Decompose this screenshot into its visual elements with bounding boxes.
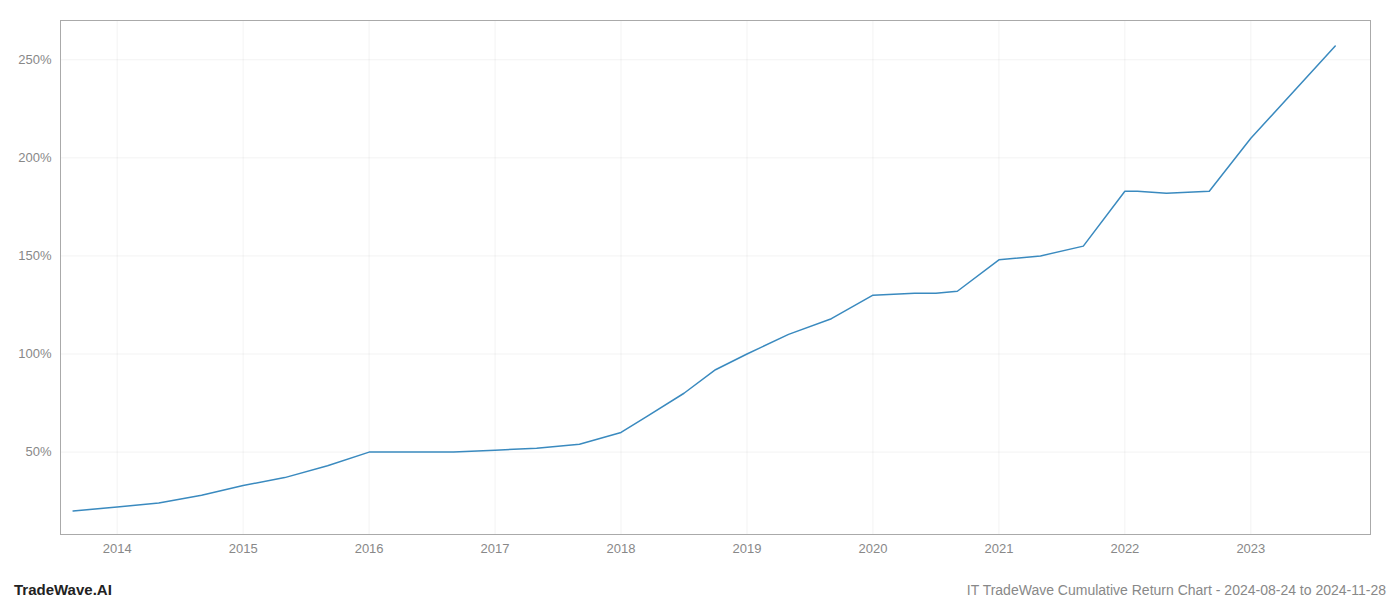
svg-text:2022: 2022 <box>1110 541 1139 556</box>
svg-text:200%: 200% <box>18 150 52 165</box>
svg-text:2016: 2016 <box>355 541 384 556</box>
svg-text:2019: 2019 <box>733 541 762 556</box>
svg-text:2014: 2014 <box>103 541 132 556</box>
svg-text:250%: 250% <box>18 52 52 67</box>
html-text:IT TradeWave Cumulative Return: IT TradeWave Cumulative Return Chart - 2… <box>966 582 1386 598</box>
svg-text:2021: 2021 <box>984 541 1013 556</box>
svg-text:2023: 2023 <box>1236 541 1265 556</box>
svg-text:50%: 50% <box>25 444 51 459</box>
svg-text:2020: 2020 <box>858 541 887 556</box>
svg-text:150%: 150% <box>18 248 52 263</box>
svg-text:2017: 2017 <box>481 541 510 556</box>
html-text:TradeWave.AI: TradeWave.AI <box>14 581 112 598</box>
svg-text:100%: 100% <box>18 346 52 361</box>
svg-text:2018: 2018 <box>607 541 636 556</box>
svg-text:2015: 2015 <box>229 541 258 556</box>
